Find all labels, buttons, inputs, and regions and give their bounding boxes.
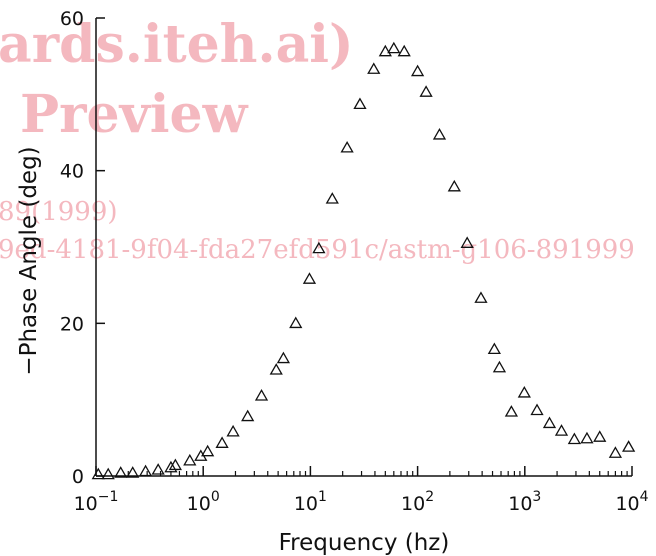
data-point <box>567 432 581 445</box>
data-point <box>114 466 128 478</box>
data-point <box>492 360 507 373</box>
data-point <box>126 466 140 478</box>
data-point <box>432 127 447 140</box>
x-tick-label-1: 101 <box>294 489 327 515</box>
data-point <box>530 403 544 416</box>
data-point <box>138 464 153 477</box>
data-point <box>91 467 105 480</box>
y-tick-label-40: 40 <box>60 161 84 183</box>
data-point <box>504 405 519 417</box>
x-tick-label-3: 103 <box>508 489 541 515</box>
data-point <box>460 236 474 248</box>
data-point <box>101 467 115 480</box>
data-point <box>215 436 229 448</box>
x-axis-title: Frequency (hz) <box>279 530 450 556</box>
data-point <box>419 85 433 97</box>
watermark-line-1: ards.iteh.ai) <box>0 14 354 75</box>
data-point <box>312 241 326 254</box>
x-tick-label-4: 104 <box>615 489 648 515</box>
data-point <box>289 316 303 329</box>
data-point <box>387 41 401 54</box>
x-tick-label-0: 100 <box>187 489 220 515</box>
y-tick-label-20: 20 <box>60 313 84 335</box>
data-point <box>554 424 569 436</box>
data-point <box>340 140 354 153</box>
y-ticks: 0 20 40 60 <box>60 8 105 488</box>
watermark-line-3: 89(1999) <box>0 197 118 227</box>
data-point <box>254 389 269 401</box>
data-point <box>608 446 623 458</box>
x-tick-label-−1: 10−1 <box>74 489 119 515</box>
y-axis-title: −Phase Angle (deg) <box>16 146 42 375</box>
data-point <box>276 351 291 364</box>
x-tick-label-2: 102 <box>401 489 434 515</box>
data-point <box>269 363 283 375</box>
data-point <box>168 458 182 471</box>
data-point <box>378 44 392 57</box>
data-point <box>164 460 178 473</box>
watermark-line-4: 9ed-4181-9f04-fda27efd591c/astm-g106-891… <box>0 235 635 265</box>
data-point <box>241 409 255 422</box>
data-point <box>593 430 607 442</box>
data-point <box>622 440 636 452</box>
y-tick-label-60: 60 <box>60 8 84 30</box>
data-point <box>151 463 165 475</box>
data-point <box>474 291 488 303</box>
data-point <box>447 179 461 192</box>
data-point <box>183 453 197 466</box>
data-point <box>353 97 367 110</box>
data-point <box>325 192 339 204</box>
data-point <box>226 424 240 437</box>
x-ticks: 10−1 100 101 102 103 104 <box>74 466 649 515</box>
data-point <box>580 431 594 444</box>
data-point <box>302 272 317 284</box>
axes <box>95 18 632 477</box>
data-point <box>542 416 557 429</box>
y-tick-label-0: 0 <box>72 466 84 488</box>
data-point <box>487 342 501 355</box>
data-point <box>397 44 411 57</box>
data-point <box>517 385 531 398</box>
data-point <box>410 64 425 77</box>
data-point <box>201 444 215 457</box>
data-points <box>91 41 636 480</box>
data-point <box>367 62 381 74</box>
watermark-line-2: Preview <box>20 84 249 145</box>
